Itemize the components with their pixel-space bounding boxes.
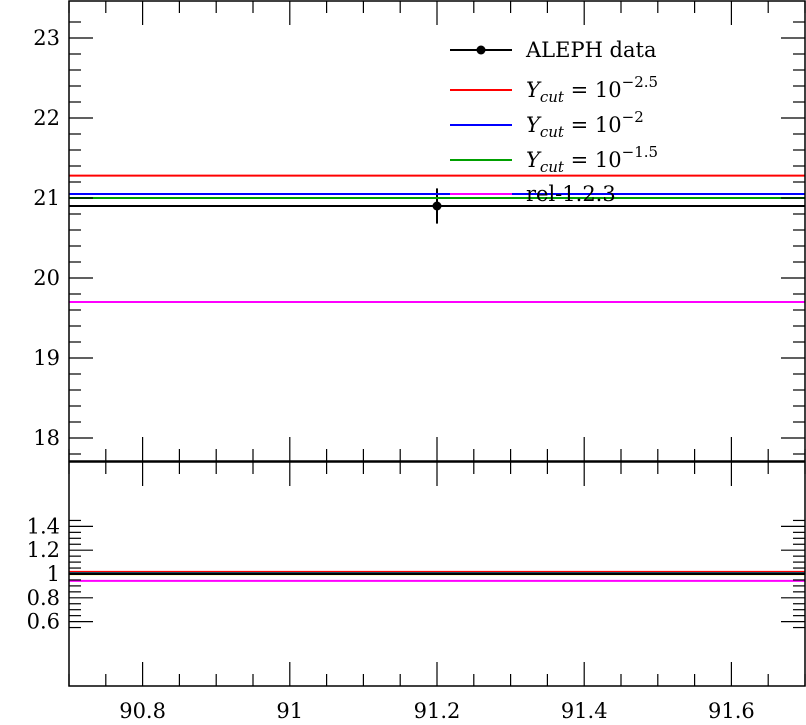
y-tick-label: 1.2: [27, 538, 60, 562]
y-tick-label: 23: [33, 26, 60, 50]
y-tick-label: 0.6: [27, 610, 60, 634]
x-tick-label: 91.2: [414, 699, 461, 723]
legend-marker: [476, 45, 486, 55]
x-tick-label: 91.6: [708, 699, 755, 723]
y-tick-label: 1: [47, 562, 60, 586]
y-tick-label: 20: [33, 266, 60, 290]
legend-label-4: rel-1.2.3: [526, 182, 616, 206]
y-tick-label: 22: [33, 106, 60, 130]
x-tick-label: 91: [276, 699, 303, 723]
main-panel: 18 19 20 21 22 23: [33, 0, 806, 462]
y-tick-label: 0.8: [27, 586, 60, 610]
legend-label-3: Ycut = 10−1.5: [526, 143, 658, 176]
data-point: [432, 201, 442, 211]
y-tick-label: 21: [33, 186, 60, 210]
main-plot-frame: [68, 0, 806, 462]
x-tick-label: 90.8: [119, 699, 166, 723]
y-tick-label: 18: [33, 426, 60, 450]
legend-label-1: Ycut = 10−2.5: [526, 73, 658, 106]
x-tick-label: 91.4: [561, 699, 608, 723]
legend-label-0: ALEPH data: [525, 38, 656, 62]
y-tick-label: 19: [33, 346, 60, 370]
ratio-panel: 90.8 91 91.2 91.4 91.6 0.60.811.21.4: [27, 461, 806, 723]
legend-label-2: Ycut = 10−2: [526, 108, 644, 141]
y-tick-label: 1.4: [27, 514, 60, 538]
